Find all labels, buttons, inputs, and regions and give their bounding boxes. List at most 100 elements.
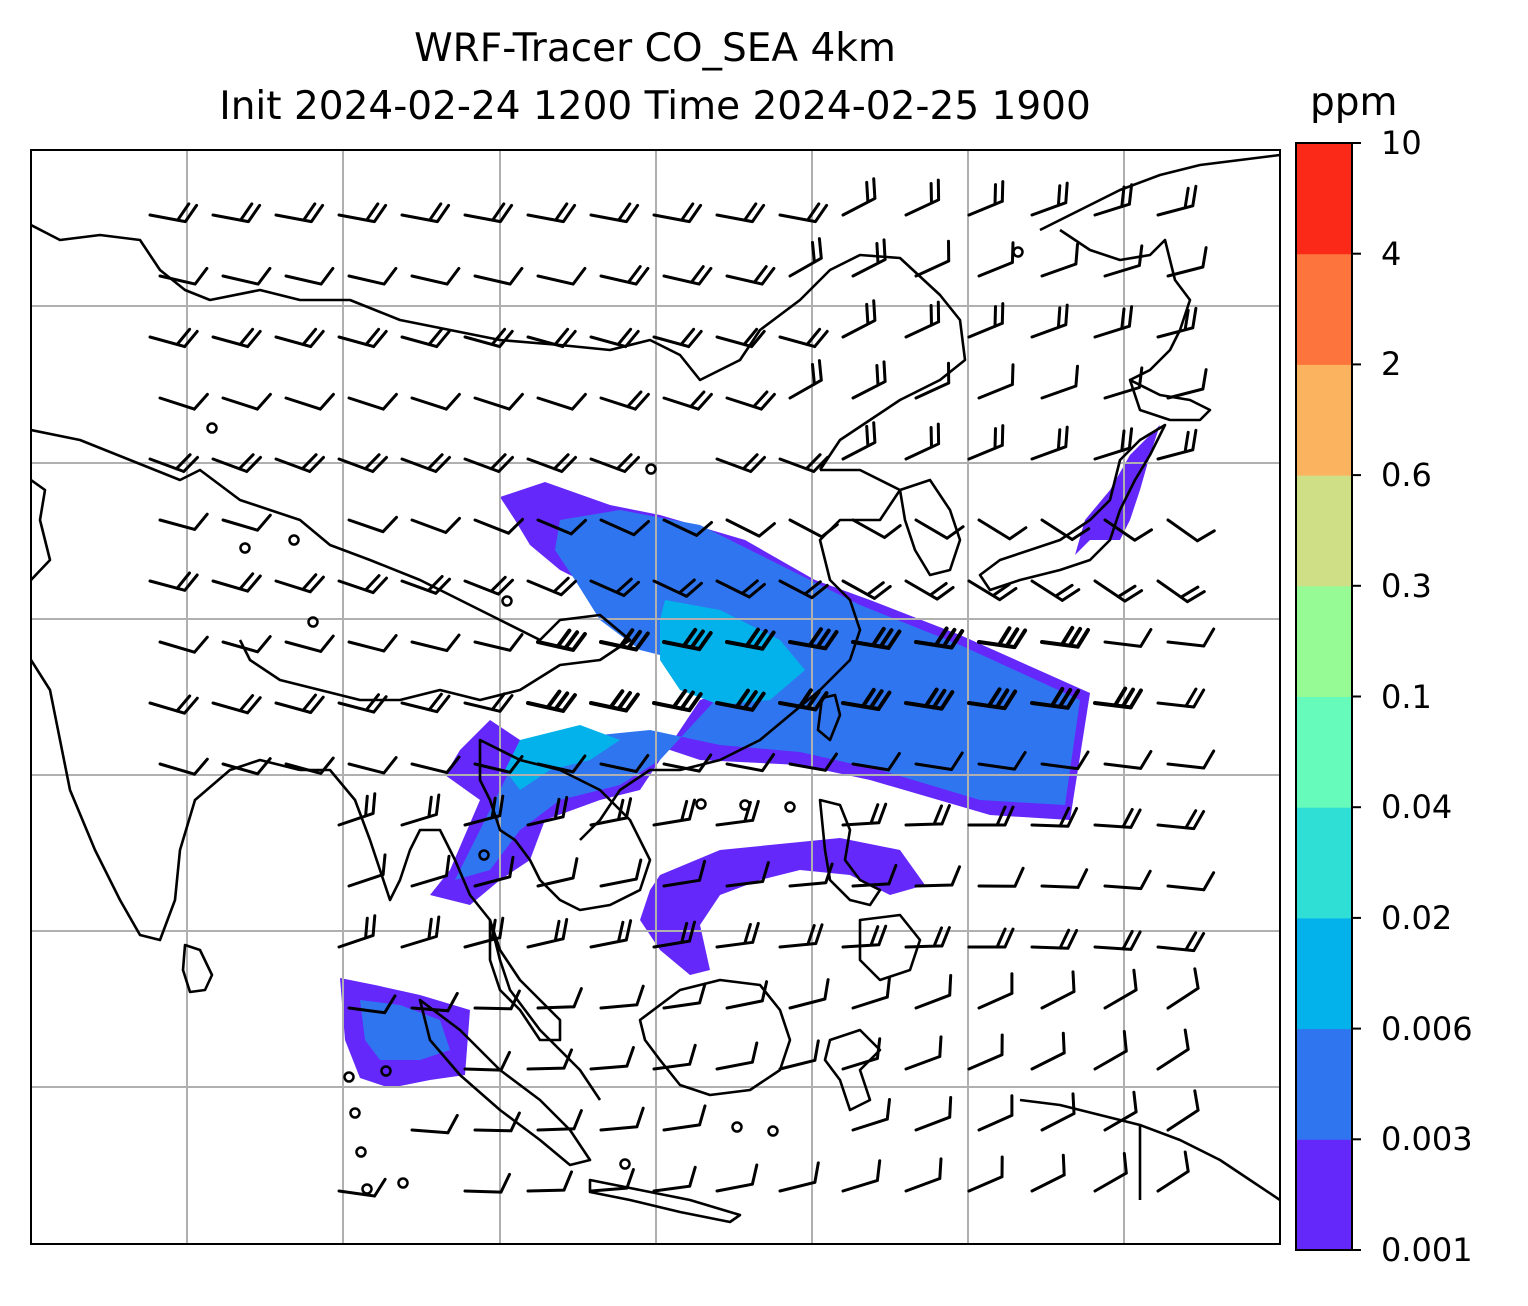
- wind-barb: [221, 635, 272, 654]
- wind-barb: [652, 689, 703, 713]
- wind-barb: [221, 392, 272, 411]
- wind-barb: [914, 1096, 953, 1132]
- wind-barb: [473, 855, 515, 888]
- calm-wind-circle: [349, 1107, 361, 1119]
- wind-barb: [788, 752, 838, 772]
- wind-barb: [463, 1172, 511, 1194]
- calm-wind-circle: [239, 542, 251, 554]
- tracer-plume-core-1: [660, 600, 805, 705]
- wind-barb: [841, 1159, 882, 1193]
- wind-barb: [221, 266, 272, 286]
- wind-barb: [1040, 518, 1091, 541]
- wind-barb: [1040, 364, 1079, 400]
- wind-barb: [526, 918, 569, 949]
- wind-barb: [400, 793, 441, 827]
- wind-barb: [536, 266, 587, 286]
- wind-barb: [463, 692, 514, 713]
- colorbar-band: [1296, 475, 1352, 587]
- map-title-line-2: Init 2024-02-24 1200 Time 2024-02-25 190…: [219, 84, 1091, 129]
- wind-barb: [148, 327, 199, 349]
- wind-barb: [1166, 518, 1216, 543]
- wind-barb: [1030, 181, 1069, 217]
- philippines-luzon: [818, 798, 882, 907]
- calm-wind-circle: [478, 849, 490, 861]
- graticule: [31, 150, 1280, 1244]
- tracer-plume-core-2: [505, 725, 620, 790]
- wind-barb: [715, 453, 766, 473]
- sulawesi: [823, 1028, 882, 1112]
- wind-barb: [463, 327, 514, 349]
- colorbar-tick-label: 4: [1381, 234, 1402, 273]
- wind-barb: [599, 628, 650, 652]
- wind-barb: [1166, 627, 1216, 648]
- wind-barb: [914, 626, 965, 650]
- wind-barb: [148, 202, 199, 224]
- wind-barb: [284, 266, 335, 286]
- wind-barb: [725, 627, 776, 651]
- wind-barb: [284, 634, 335, 653]
- calm-wind-circle: [355, 1146, 367, 1158]
- wind-barb: [725, 980, 769, 1010]
- wind-barb: [536, 857, 579, 888]
- wind-barb: [841, 1037, 882, 1071]
- wind-barb: [977, 866, 1025, 888]
- colorbar-band: [1296, 696, 1352, 808]
- wind-barb: [400, 202, 451, 224]
- colorbar-tick-label: 0.3: [1381, 566, 1432, 605]
- wind-barb: [337, 792, 377, 827]
- wind-barb: [473, 266, 524, 286]
- wind-barb: [841, 421, 877, 461]
- wind-barb: [652, 1043, 697, 1071]
- korea: [898, 478, 962, 577]
- bay-of-bengal-east-coast: [300, 768, 602, 1101]
- wind-barb: [725, 753, 776, 773]
- colorbar-band: [1296, 1139, 1352, 1251]
- wind-barb: [599, 858, 643, 888]
- wind-barb: [778, 579, 829, 600]
- wind-barb: [347, 853, 387, 888]
- calm-wind-circle: [343, 1071, 355, 1083]
- wind-barb: [1103, 366, 1144, 400]
- calm-wind-circle: [380, 1065, 392, 1077]
- wind-barb: [148, 571, 199, 592]
- wind-barb: [914, 239, 951, 278]
- wind-barb: [1103, 1090, 1138, 1132]
- wind-barb: [841, 924, 888, 949]
- wind-barb: [337, 202, 388, 224]
- wind-barb: [1030, 928, 1079, 950]
- colorbar-band: [1296, 364, 1352, 476]
- calm-wind-circle: [361, 1183, 373, 1195]
- wind-barb: [967, 927, 1015, 949]
- wind-barb: [967, 687, 1018, 711]
- co-tracer-shading: [340, 425, 1160, 1088]
- wind-barb: [337, 574, 388, 595]
- wind-barb: [526, 689, 577, 713]
- wind-barb: [904, 926, 951, 949]
- russia-far-east: [1039, 153, 1280, 382]
- wind-barb: [347, 634, 398, 653]
- wind-barb: [1156, 931, 1206, 953]
- wind-barb: [841, 177, 877, 217]
- wind-barb: [1093, 808, 1142, 829]
- wind-barb: [977, 1094, 1014, 1132]
- sri-lanka: [181, 943, 214, 994]
- china-east-coast: [579, 468, 902, 841]
- wind-barb: [526, 1170, 573, 1193]
- wind-barb: [1040, 242, 1079, 278]
- wind-barb: [904, 1035, 943, 1071]
- colorbar-band: [1296, 1028, 1352, 1140]
- colorbar-tick-label: 2: [1381, 345, 1402, 384]
- wind-barb: [1030, 579, 1081, 602]
- wind-barb: [914, 865, 961, 888]
- wind-barb: [904, 804, 951, 827]
- wind-barb: [662, 627, 713, 652]
- wind-barb: [400, 327, 451, 349]
- calm-wind-circle: [731, 1121, 743, 1133]
- colorbar-unit-label: ppm: [1310, 80, 1398, 125]
- wind-barb: [778, 453, 829, 473]
- wind-barb: [662, 982, 707, 1010]
- wind-barb: [788, 862, 834, 888]
- wind-barb: [526, 1048, 573, 1071]
- wind-barb: [274, 202, 325, 224]
